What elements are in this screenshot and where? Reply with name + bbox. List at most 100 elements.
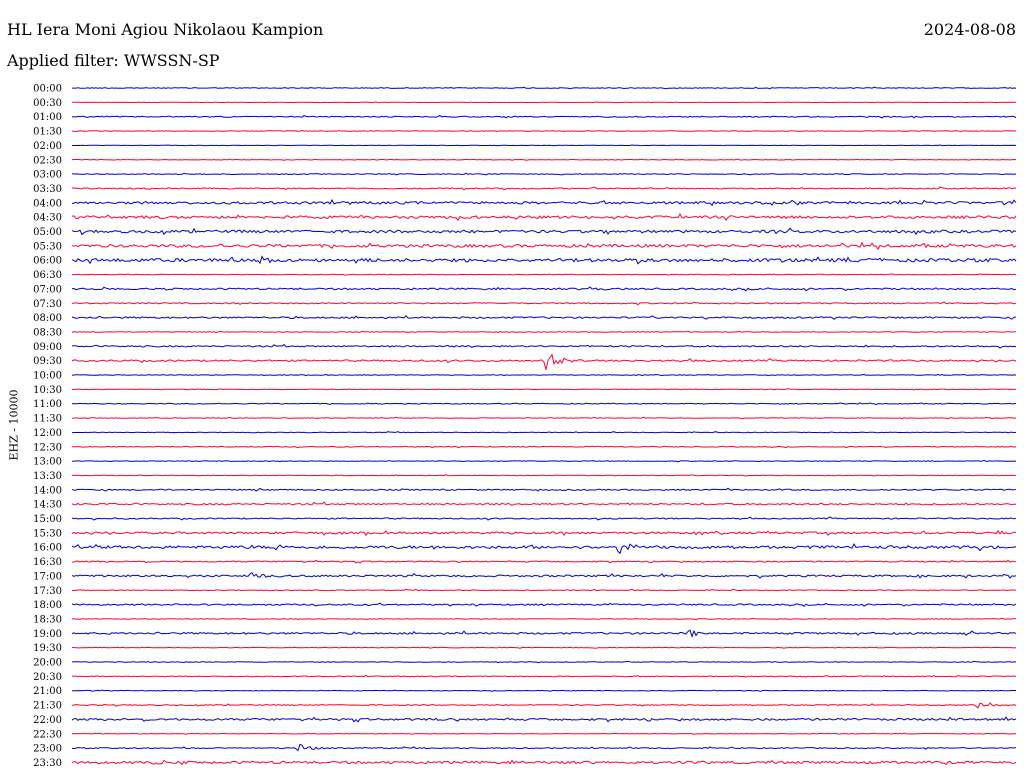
tick-label-1800: 18:00 <box>33 600 62 611</box>
trace-0500 <box>71 227 1017 236</box>
tick-label-1030: 10:30 <box>33 385 62 396</box>
trace-2230 <box>71 732 1017 735</box>
filter-label: Applied filter: WWSSN-SP <box>7 51 220 70</box>
tick-label-1600: 16:00 <box>33 543 62 554</box>
tick-label-0000: 00:00 <box>33 84 62 95</box>
trace-0130 <box>71 129 1017 133</box>
trace-1330 <box>71 474 1017 477</box>
trace-0400 <box>71 198 1017 207</box>
trace-2300 <box>71 743 1017 752</box>
trace-1800 <box>71 602 1017 607</box>
trace-0530 <box>71 241 1017 251</box>
tick-label-0700: 07:00 <box>33 284 62 295</box>
trace-0200 <box>72 144 1017 147</box>
tick-label-1230: 12:30 <box>33 442 62 453</box>
trace-1730 <box>72 588 1016 592</box>
tick-label-0730: 07:30 <box>33 299 62 310</box>
tick-label-1630: 16:30 <box>33 557 62 568</box>
tick-label-1000: 10:00 <box>33 371 62 382</box>
trace-2200 <box>71 716 1017 723</box>
tick-label-1530: 15:30 <box>33 528 62 539</box>
tick-label-0930: 09:30 <box>33 356 62 367</box>
trace-1030 <box>71 388 1017 391</box>
tick-label-1830: 18:30 <box>33 614 62 625</box>
tick-label-1300: 13:00 <box>33 457 62 468</box>
tick-label-1400: 14:00 <box>33 485 62 496</box>
trace-1530 <box>71 530 1017 537</box>
trace-1700 <box>71 572 1017 579</box>
tick-label-1500: 15:00 <box>33 514 62 525</box>
tick-label-1330: 13:30 <box>33 471 62 482</box>
tick-label-0900: 09:00 <box>33 342 62 353</box>
trace-0000 <box>72 86 1017 90</box>
tick-label-0300: 03:00 <box>33 170 62 181</box>
trace-0630 <box>71 273 1017 276</box>
tick-label-2200: 22:00 <box>33 715 62 726</box>
tick-label-1430: 14:30 <box>33 500 62 511</box>
tick-label-0100: 01:00 <box>33 112 62 123</box>
tick-label-1130: 11:30 <box>33 414 62 425</box>
trace-1100 <box>71 402 1017 406</box>
trace-1230 <box>71 445 1017 449</box>
tick-label-0800: 08:00 <box>33 313 62 324</box>
tick-label-0600: 06:00 <box>33 256 62 267</box>
trace-0730 <box>71 301 1017 306</box>
trace-0600 <box>71 255 1017 265</box>
trace-2000 <box>72 660 1017 664</box>
tick-label-1100: 11:00 <box>33 399 62 410</box>
tick-label-2300: 23:00 <box>33 744 62 755</box>
tick-label-0200: 02:00 <box>33 141 62 152</box>
tick-label-0430: 04:30 <box>33 213 62 224</box>
trace-2130 <box>71 702 1017 709</box>
tick-label-0230: 02:30 <box>33 155 62 166</box>
tick-label-0530: 05:30 <box>33 241 62 252</box>
trace-1000 <box>72 373 1017 377</box>
tick-label-1700: 17:00 <box>33 571 62 582</box>
trace-1830 <box>71 617 1017 621</box>
tick-label-0030: 00:30 <box>33 98 62 109</box>
trace-0230 <box>71 158 1017 161</box>
trace-1600 <box>71 542 1017 555</box>
trace-0700 <box>71 286 1017 292</box>
trace-1930 <box>71 646 1017 649</box>
tick-label-2100: 21:00 <box>33 686 62 697</box>
tick-label-0630: 06:30 <box>33 270 62 281</box>
trace-0100 <box>72 115 1017 119</box>
trace-1500 <box>71 516 1017 521</box>
tick-label-2230: 22:30 <box>33 729 62 740</box>
trace-1400 <box>71 487 1017 492</box>
tick-label-0830: 08:30 <box>33 327 62 338</box>
trace-1900 <box>71 629 1017 638</box>
tick-label-2130: 21:30 <box>33 701 62 712</box>
trace-0830 <box>71 330 1017 334</box>
tick-label-2000: 20:00 <box>33 658 62 669</box>
trace-0030 <box>71 101 1017 104</box>
tick-label-1900: 19:00 <box>33 629 62 640</box>
tick-label-2330: 23:30 <box>33 758 62 769</box>
tick-label-2030: 20:30 <box>33 672 62 683</box>
tick-label-0400: 04:00 <box>33 198 62 209</box>
trace-1130 <box>71 416 1017 420</box>
trace-0930 <box>71 353 1017 371</box>
trace-0900 <box>71 343 1017 349</box>
tick-label-1930: 19:30 <box>33 643 62 654</box>
tick-label-1200: 12:00 <box>33 428 62 439</box>
tick-label-0500: 05:00 <box>33 227 62 238</box>
trace-1630 <box>71 559 1017 564</box>
trace-1300 <box>71 459 1017 463</box>
trace-1430 <box>71 501 1017 506</box>
trace-0330 <box>71 186 1017 191</box>
station-title: HL Iera Moni Agiou Nikolaou Kampion <box>7 20 324 39</box>
date-label: 2024-08-08 <box>923 20 1016 39</box>
trace-2330 <box>71 759 1017 766</box>
trace-0300 <box>71 172 1017 176</box>
trace-0800 <box>71 314 1017 320</box>
trace-1200 <box>71 431 1017 434</box>
trace-2100 <box>71 689 1017 692</box>
tick-label-1730: 17:30 <box>33 586 62 597</box>
trace-2030 <box>71 674 1017 678</box>
tick-label-0330: 03:30 <box>33 184 62 195</box>
trace-0430 <box>71 212 1017 222</box>
tick-label-0130: 01:30 <box>33 127 62 138</box>
